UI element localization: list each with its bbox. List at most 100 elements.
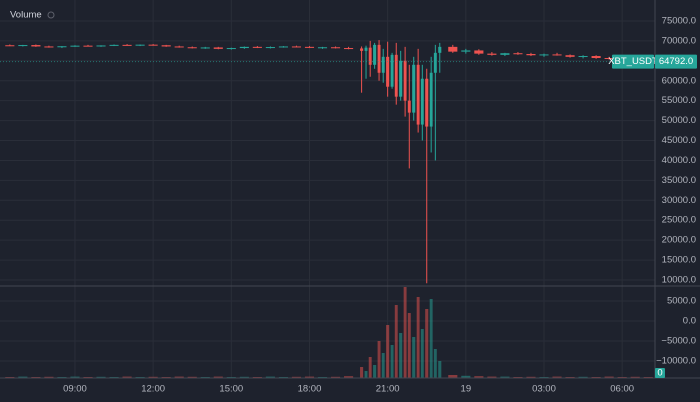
candle-body [578,56,588,58]
volume-bar [416,297,420,378]
candle-body [403,60,407,101]
y-tick-label: 70000.0 [662,35,696,46]
volume-bar [578,376,588,378]
candle-body [213,47,223,49]
volume-bar [403,287,407,378]
candle-body [252,46,262,48]
volume-bar [18,376,28,378]
candle-body [109,44,119,46]
candle-body [399,60,403,97]
y-tick-label: 50000.0 [662,115,696,126]
candle-body [291,46,302,48]
candle-body [96,45,106,47]
y-tick-label: 45000.0 [662,135,696,146]
volume-bar [412,337,416,378]
volume-bar [344,376,354,378]
candle-body [187,47,197,49]
volume-bar [364,371,368,378]
candle-body [360,48,364,51]
y-tick-label: 60000.0 [662,75,696,86]
volume-bar [390,345,394,378]
candle-body [174,46,184,48]
x-tick-label: 15:00 [219,384,243,395]
volume-bar [433,349,437,378]
candle-body [591,56,601,59]
volume-bar [425,309,429,378]
candle-body [265,47,275,49]
volume-bar [604,376,614,378]
volume-bar [239,376,249,378]
candle-body [394,54,398,97]
volume-tick-label: −10000.0 [656,356,696,367]
candle-body [364,47,368,51]
candle-body [390,54,394,87]
candle-body [18,45,28,47]
candle-body [31,45,41,47]
y-tick-label: 25000.0 [662,215,696,226]
last-price-badge [655,54,697,69]
volume-bar [291,376,302,378]
volume-bar [500,376,510,378]
x-tick-label: 09:00 [63,384,87,395]
candle-body [330,47,341,49]
candle-body [161,45,171,47]
y-tick-label: 15000.0 [662,255,696,266]
candle-body [148,44,158,46]
volume-bar [474,376,484,378]
candle-body [386,56,390,87]
volume-bar [373,365,377,378]
volume-bar [407,313,411,378]
volume-bar [420,329,424,378]
info-icon[interactable] [47,11,55,19]
candle-body [278,46,288,48]
candle-body [604,58,614,60]
candle-body [381,56,385,73]
candle-body [448,46,458,52]
candle-body [57,46,67,48]
volume-bar [265,376,275,378]
volume-bar [448,375,458,378]
volume-bar [461,375,471,378]
volume-bar [386,325,390,378]
symbol-badge [612,54,654,69]
x-tick-label: 06:00 [610,384,634,395]
volume-title: Volume [10,10,42,21]
candle-body [487,53,497,55]
candle-body [44,46,54,48]
candle-body [500,53,510,55]
volume-bar [381,353,385,378]
candle-body [317,47,328,49]
volume-bar [552,376,562,378]
volume-bar [438,361,442,378]
candle-body [5,45,15,47]
candle-body [429,72,433,127]
volume-bar [122,376,132,378]
candle-body [425,78,429,127]
y-tick-label: 10000.0 [662,275,696,286]
candle-body [239,46,249,49]
candle-body [377,44,381,73]
volume-bar [174,376,184,378]
symbol-label: XBT_USDT [608,56,658,67]
candle-body [373,44,377,65]
y-tick-label: 30000.0 [662,195,696,206]
candle-body [200,47,210,49]
grid [0,0,655,378]
candle-body [70,45,80,47]
volume-bar [377,341,381,378]
candle-body [344,48,354,50]
candle-body [416,64,420,125]
candle-body [412,64,416,113]
candle-body [513,53,523,55]
y-tick-label: 40000.0 [662,155,696,166]
candle-body [122,44,132,46]
volume-bar [213,376,223,378]
volume-bar [330,376,341,378]
x-tick-label: 21:00 [376,384,400,395]
last-volume-badge [655,368,665,378]
volume-bar [487,376,497,378]
candle-body [420,78,424,125]
candle-body [461,50,471,52]
x-tick-label: 19 [461,384,472,395]
